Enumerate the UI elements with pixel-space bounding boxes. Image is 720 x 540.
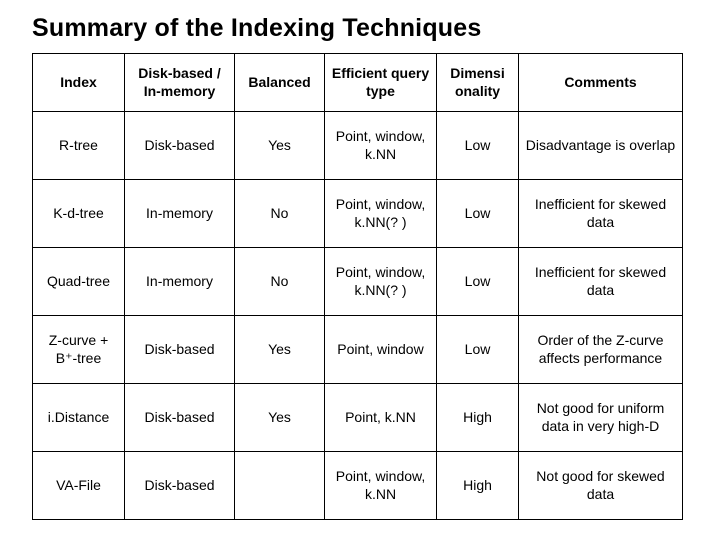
cell-query: Point, window, k.NN	[325, 452, 437, 520]
cell-dim: High	[437, 384, 519, 452]
slide: Summary of the Indexing Techniques Index…	[0, 0, 720, 540]
cell-dim: Low	[437, 248, 519, 316]
cell-comments: Disadvantage is overlap	[519, 112, 683, 180]
cell-balanced: Yes	[235, 384, 325, 452]
cell-dim: Low	[437, 180, 519, 248]
cell-storage: In-memory	[125, 248, 235, 316]
cell-index: i.Distance	[33, 384, 125, 452]
cell-comments: Not good for skewed data	[519, 452, 683, 520]
cell-comments: Inefficient for skewed data	[519, 248, 683, 316]
table-row: i.Distance Disk-based Yes Point, k.NN Hi…	[33, 384, 683, 452]
cell-query: Point, window, k.NN(? )	[325, 248, 437, 316]
cell-index: Quad-tree	[33, 248, 125, 316]
cell-comments: Order of the Z-curve affects performance	[519, 316, 683, 384]
table-row: Z-curve + B⁺-tree Disk-based Yes Point, …	[33, 316, 683, 384]
cell-balanced	[235, 452, 325, 520]
cell-storage: Disk-based	[125, 384, 235, 452]
cell-storage: Disk-based	[125, 316, 235, 384]
cell-comments: Inefficient for skewed data	[519, 180, 683, 248]
col-header-query: Efficient query type	[325, 54, 437, 112]
page-title: Summary of the Indexing Techniques	[32, 14, 692, 43]
cell-storage: Disk-based	[125, 112, 235, 180]
col-header-storage: Disk-based / In-memory	[125, 54, 235, 112]
cell-dim: Low	[437, 316, 519, 384]
col-header-comments: Comments	[519, 54, 683, 112]
indexing-table: Index Disk-based / In-memory Balanced Ef…	[32, 53, 683, 520]
cell-index: VA-File	[33, 452, 125, 520]
table-row: Quad-tree In-memory No Point, window, k.…	[33, 248, 683, 316]
cell-index: Z-curve + B⁺-tree	[33, 316, 125, 384]
cell-storage: Disk-based	[125, 452, 235, 520]
cell-query: Point, window, k.NN(? )	[325, 180, 437, 248]
cell-index: K-d-tree	[33, 180, 125, 248]
table-row: VA-File Disk-based Point, window, k.NN H…	[33, 452, 683, 520]
table-header-row: Index Disk-based / In-memory Balanced Ef…	[33, 54, 683, 112]
cell-balanced: Yes	[235, 112, 325, 180]
cell-query: Point, window	[325, 316, 437, 384]
col-header-index: Index	[33, 54, 125, 112]
cell-balanced: No	[235, 180, 325, 248]
cell-index: R-tree	[33, 112, 125, 180]
cell-balanced: No	[235, 248, 325, 316]
cell-query: Point, k.NN	[325, 384, 437, 452]
cell-balanced: Yes	[235, 316, 325, 384]
table-row: K-d-tree In-memory No Point, window, k.N…	[33, 180, 683, 248]
table-row: R-tree Disk-based Yes Point, window, k.N…	[33, 112, 683, 180]
cell-comments: Not good for uniform data in very high-D	[519, 384, 683, 452]
cell-dim: High	[437, 452, 519, 520]
col-header-dim: Dimensi onality	[437, 54, 519, 112]
cell-query: Point, window, k.NN	[325, 112, 437, 180]
col-header-balanced: Balanced	[235, 54, 325, 112]
cell-storage: In-memory	[125, 180, 235, 248]
cell-dim: Low	[437, 112, 519, 180]
